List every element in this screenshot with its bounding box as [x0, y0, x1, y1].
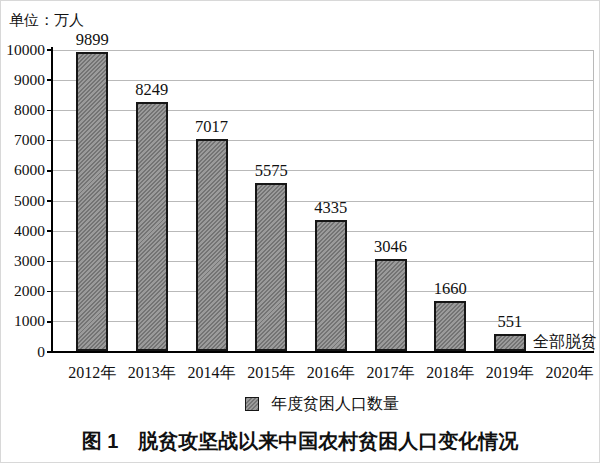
- bar-2013年: [136, 102, 168, 351]
- y-axis-label: 4000: [0, 222, 45, 240]
- x-axis-label: 2016年: [301, 363, 361, 384]
- gridline: [52, 50, 593, 51]
- x-axis-label: 2012年: [62, 363, 122, 384]
- bar-value-label: 551: [480, 312, 540, 332]
- legend: 年度贫困人口数量: [0, 394, 600, 414]
- y-axis-label: 9000: [0, 71, 45, 89]
- bar-value-label: 3046: [361, 237, 421, 257]
- plot-right-border: [593, 50, 594, 352]
- bar-2019年: [494, 334, 526, 351]
- x-axis-label: 2018年: [420, 363, 480, 384]
- gridline: [52, 170, 593, 171]
- x-axis-label: 2020年: [539, 363, 599, 384]
- y-axis-label: 8000: [0, 101, 45, 119]
- bar-value-label: 4335: [301, 198, 361, 218]
- annotation-all-lifted: 全部脱贫: [533, 332, 597, 353]
- gridline: [52, 110, 593, 111]
- bar-2017年: [375, 259, 407, 351]
- y-axis-label: 3000: [0, 252, 45, 270]
- bar-2015年: [255, 183, 287, 351]
- bar-value-label: 9899: [62, 30, 122, 50]
- bar-value-label: 7017: [182, 117, 242, 137]
- y-axis-label: 0: [0, 343, 45, 361]
- bar-value-label: 1660: [420, 279, 480, 299]
- bar-2012年: [76, 52, 108, 351]
- y-axis: [51, 47, 53, 353]
- y-axis-label: 2000: [0, 282, 45, 300]
- x-axis-label: 2014年: [182, 363, 242, 384]
- x-axis-label: 2013年: [122, 363, 182, 384]
- y-axis-label: 7000: [0, 131, 45, 149]
- y-axis-label: 6000: [0, 161, 45, 179]
- figure-caption: 图 1 脱贫攻坚战以来中国农村贫困人口变化情况: [0, 428, 600, 455]
- legend-swatch: [245, 397, 259, 411]
- y-axis-label: 10000: [0, 41, 45, 59]
- bar-value-label: 8249: [122, 80, 182, 100]
- gridline: [52, 140, 593, 141]
- bar-value-label: 5575: [241, 161, 301, 181]
- legend-label: 年度贫困人口数量: [271, 394, 399, 415]
- y-axis-label: 5000: [0, 192, 45, 210]
- bar-2014年: [196, 139, 228, 351]
- x-axis-label: 2015年: [241, 363, 301, 384]
- x-axis-label: 2019年: [480, 363, 540, 384]
- y-axis-label: 1000: [0, 312, 45, 330]
- x-axis-label: 2017年: [361, 363, 421, 384]
- bar-2018年: [434, 301, 466, 351]
- bar-2016年: [315, 220, 347, 351]
- x-axis: [51, 351, 594, 353]
